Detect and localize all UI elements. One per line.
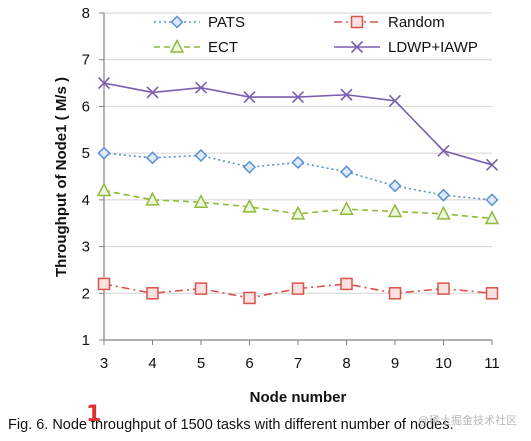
x-stroke bbox=[194, 81, 208, 94]
data-point-ldwp-iawp bbox=[340, 88, 353, 101]
y-tick-label: 4 bbox=[82, 192, 90, 209]
data-point-pats bbox=[194, 148, 208, 163]
x-stroke bbox=[350, 40, 364, 54]
series-layer bbox=[96, 77, 500, 305]
y-axis-title: Throughput of Node1 ( M/s ) bbox=[53, 77, 70, 277]
series-line-random bbox=[103, 283, 493, 299]
legend-marker-ect bbox=[169, 38, 185, 53]
data-point-random bbox=[97, 277, 111, 291]
x-stroke bbox=[340, 88, 353, 101]
data-point-random bbox=[485, 287, 499, 300]
data-point-pats bbox=[291, 155, 305, 170]
data-point-pats bbox=[97, 146, 111, 160]
legend-label-pats: PATS bbox=[208, 14, 245, 31]
y-tick-label: 3 bbox=[82, 239, 90, 256]
data-point-random bbox=[437, 282, 450, 295]
x-axis-title: Node number bbox=[250, 389, 347, 406]
x-tick-label: 7 bbox=[294, 355, 302, 372]
data-point-pats bbox=[339, 165, 354, 179]
data-point-ect bbox=[484, 210, 500, 225]
data-point-ldwp-iawp bbox=[291, 91, 305, 104]
data-point-pats bbox=[242, 160, 257, 174]
data-point-random bbox=[146, 287, 159, 300]
axes: 1 2 3 4 5 6 7 8 3 4 5 6 7 8 9 10 11 bbox=[82, 5, 500, 372]
y-tick-label: 1 bbox=[82, 332, 90, 349]
data-point-ldwp-iawp bbox=[485, 158, 499, 171]
data-point-ldwp-iawp bbox=[388, 94, 402, 107]
data-point-ect bbox=[96, 182, 112, 197]
legend-marker-pats bbox=[170, 15, 184, 29]
y-tick-label: 7 bbox=[82, 52, 90, 69]
data-point-random bbox=[388, 287, 402, 300]
data-point-ect bbox=[387, 203, 403, 218]
legend: PATS Random ECT LDWP+IAWP bbox=[154, 14, 478, 56]
series-line-ldwp-iawp bbox=[103, 82, 493, 166]
data-point-ect bbox=[436, 205, 451, 220]
data-point-ect bbox=[339, 201, 354, 215]
x-stroke bbox=[146, 86, 159, 99]
x-stroke bbox=[291, 91, 305, 104]
x-tick-label: 4 bbox=[148, 355, 156, 372]
data-point-ldwp-iawp bbox=[243, 91, 256, 104]
y-tick-label: 6 bbox=[82, 98, 90, 115]
data-point-random bbox=[340, 277, 353, 291]
figure-caption: Fig. 6. Node throughput of 1500 tasks wi… bbox=[8, 417, 454, 433]
x-tick-label: 11 bbox=[484, 355, 500, 372]
data-point-pats bbox=[145, 151, 160, 165]
legend-marker-ldwp-iawp bbox=[350, 40, 364, 54]
x-tick-label: 3 bbox=[100, 355, 108, 372]
x-tick-label: 9 bbox=[391, 355, 399, 372]
data-point-random bbox=[291, 282, 305, 295]
x-stroke bbox=[243, 91, 256, 104]
x-tick-label: 10 bbox=[435, 355, 452, 372]
data-point-ldwp-iawp bbox=[97, 77, 111, 90]
x-tick-label: 6 bbox=[245, 355, 253, 372]
data-point-pats bbox=[436, 188, 451, 202]
y-tick-label: 2 bbox=[82, 285, 90, 302]
x-tick-label: 8 bbox=[342, 355, 350, 372]
data-point-ect bbox=[290, 205, 306, 220]
data-point-ect bbox=[145, 191, 160, 206]
legend-marker-random bbox=[350, 15, 364, 29]
x-stroke bbox=[485, 158, 499, 171]
y-tick-label: 8 bbox=[82, 5, 90, 22]
data-point-ldwp-iawp bbox=[437, 144, 450, 157]
annotation-mark: 1 bbox=[86, 402, 102, 427]
x-stroke bbox=[437, 144, 450, 157]
y-tick-label: 5 bbox=[82, 145, 90, 162]
data-point-ect bbox=[193, 194, 209, 208]
data-point-random bbox=[243, 291, 256, 305]
data-point-ldwp-iawp bbox=[146, 86, 159, 99]
data-point-ect bbox=[242, 198, 257, 213]
data-point-ldwp-iawp bbox=[194, 81, 208, 94]
legend-label-ldwp-iawp: LDWP+IAWP bbox=[388, 39, 478, 56]
data-point-random bbox=[194, 282, 208, 295]
legend-label-ect: ECT bbox=[208, 39, 238, 56]
data-point-pats bbox=[485, 193, 499, 207]
watermark: @稀土掘金技术社区 bbox=[418, 414, 517, 427]
x-stroke bbox=[388, 94, 402, 107]
data-point-pats bbox=[388, 179, 402, 193]
x-tick-label: 5 bbox=[197, 355, 205, 372]
x-stroke bbox=[97, 77, 111, 90]
legend-label-random: Random bbox=[388, 14, 445, 31]
